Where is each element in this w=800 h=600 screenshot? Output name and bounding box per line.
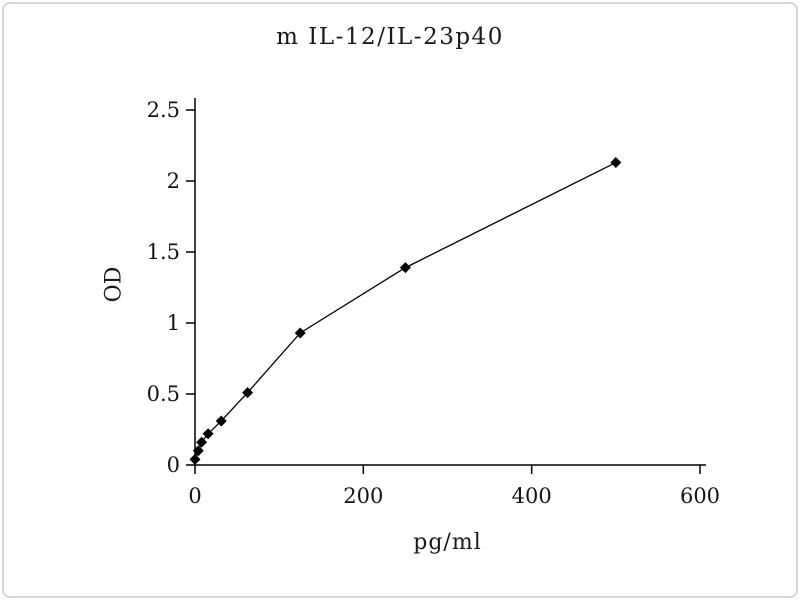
y-tick-label: 0.5 <box>147 382 180 406</box>
x-tick-label: 600 <box>680 484 720 508</box>
standard-curve-line <box>194 161 617 460</box>
y-tick-label: 1.5 <box>147 240 180 264</box>
data-point-marker <box>242 387 254 399</box>
data-point-marker <box>196 436 208 448</box>
y-tick-label: 1 <box>167 311 180 335</box>
data-point-marker <box>202 428 214 440</box>
y-tick-label: 2 <box>167 169 180 193</box>
data-point-marker <box>192 445 204 457</box>
x-tick-label: 0 <box>188 484 201 508</box>
chart-title: m IL-12/IL-23p40 <box>276 24 504 50</box>
data-point-marker <box>215 415 227 427</box>
data-point-marker <box>399 262 411 274</box>
y-tick-label: 2.5 <box>147 98 180 122</box>
data-point-marker <box>294 327 306 339</box>
y-tick-label: 0 <box>167 453 180 477</box>
data-point-marker <box>189 453 201 465</box>
x-tick-label: 200 <box>343 484 383 508</box>
data-point-marker <box>610 157 622 169</box>
x-axis-label: pg/ml <box>413 530 482 555</box>
x-tick-label: 400 <box>512 484 552 508</box>
